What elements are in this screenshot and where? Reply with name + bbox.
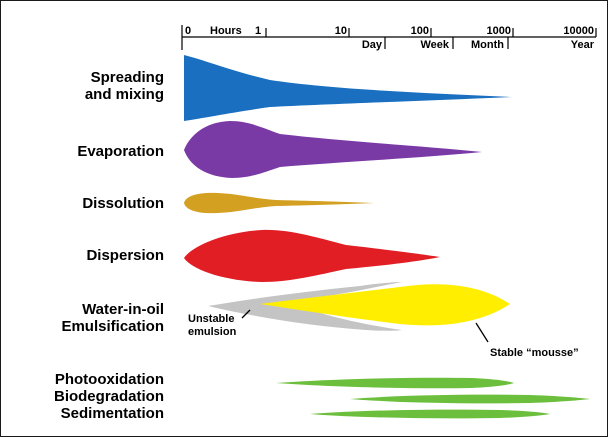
label-spreading-and-mixing: Spreading and mixing: [84, 69, 164, 103]
tick-10: 10: [335, 25, 347, 37]
label-photo-bio-sed: Photooxidation Biodegradation Sedimentatio…: [53, 371, 164, 422]
band-sedimentation: [310, 409, 550, 419]
annotation-stable-mousse: Stable “mousse”: [490, 347, 579, 359]
leader-stable: [475, 322, 489, 343]
band-dissolution: [184, 192, 374, 214]
tick-1: 1: [255, 25, 261, 37]
band-spreading-and-mixing: [184, 55, 512, 121]
band-stable-mousse: [260, 284, 510, 326]
tick-100: 100: [411, 25, 429, 37]
label-dissolution: Dissolution: [82, 195, 164, 212]
tick-year: Year: [571, 39, 595, 51]
label-water-in-oil-emulsification: Water-in-oil Emulsification: [61, 301, 164, 335]
tick-10000: 10000: [563, 25, 594, 37]
leader-unstable: [241, 309, 251, 319]
tick-0: 0: [185, 25, 191, 37]
band-photooxidation: [276, 377, 514, 389]
band-biodegradation: [350, 394, 590, 404]
tick-month: Month: [471, 39, 504, 51]
tick-day: Day: [362, 39, 383, 51]
time-axis: 0 Hours 1 10 100 1000 10000 Day Week Mon…: [181, 25, 597, 51]
label-evaporation: Evaporation: [77, 143, 164, 160]
tick-hours: Hours: [210, 25, 242, 37]
band-dispersion: [184, 229, 440, 282]
band-evaporation: [184, 121, 482, 178]
annotation-unstable-line1: Unstable: [188, 313, 234, 325]
tick-1000: 1000: [487, 25, 511, 37]
band-unstable-emulsion: [208, 282, 402, 331]
annotation-unstable-line2: emulsion: [188, 326, 237, 338]
tick-week: Week: [420, 39, 449, 51]
label-dispersion: Dispersion: [86, 247, 164, 264]
